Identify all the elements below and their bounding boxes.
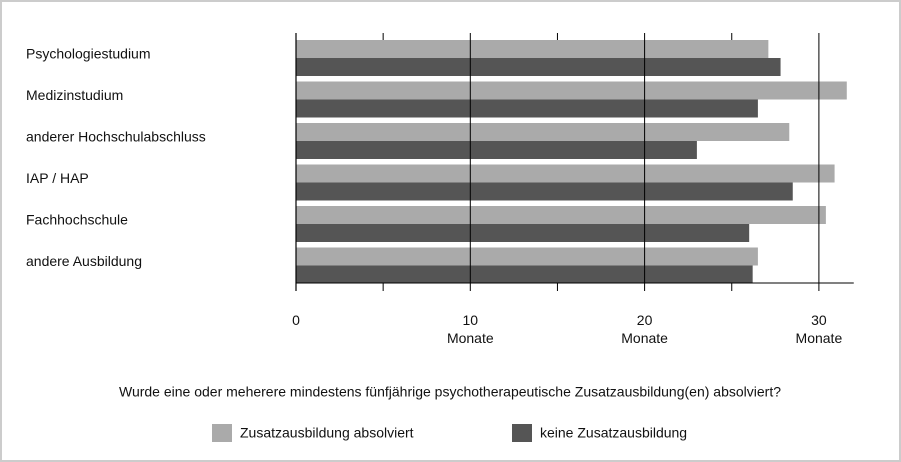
bar bbox=[296, 58, 781, 76]
bar bbox=[296, 99, 758, 118]
bar bbox=[296, 164, 835, 183]
bar bbox=[296, 141, 697, 159]
legend-swatch bbox=[512, 424, 532, 442]
category-label: Medizinstudium bbox=[26, 87, 123, 103]
bar bbox=[296, 40, 769, 58]
x-tick-label: 30 Monate bbox=[795, 312, 843, 346]
bar bbox=[296, 224, 750, 242]
x-axis-label: Wurde eine oder meherere mindestens fünf… bbox=[119, 384, 781, 400]
category-label: Psychologiestudium bbox=[26, 46, 151, 62]
category-label: IAP / HAP bbox=[26, 170, 89, 186]
category-label: anderer Hochschulabschluss bbox=[26, 129, 206, 145]
bar bbox=[296, 81, 847, 100]
bar bbox=[296, 206, 826, 224]
bar bbox=[296, 123, 790, 141]
x-tick-label: 20 Monate bbox=[621, 312, 668, 346]
legend-swatch bbox=[212, 424, 232, 442]
x-tick-label: 0 bbox=[292, 312, 300, 328]
x-tick-label: 10 Monate bbox=[446, 312, 494, 346]
category-label: andere Ausbildung bbox=[26, 253, 142, 269]
category-label: Fachhochschule bbox=[26, 212, 128, 228]
legend-label: Zusatzausbildung absolviert bbox=[240, 425, 414, 441]
legend-label: keine Zusatzausbildung bbox=[540, 425, 687, 441]
bar bbox=[296, 182, 793, 201]
bar bbox=[296, 265, 753, 284]
bar bbox=[296, 247, 758, 266]
